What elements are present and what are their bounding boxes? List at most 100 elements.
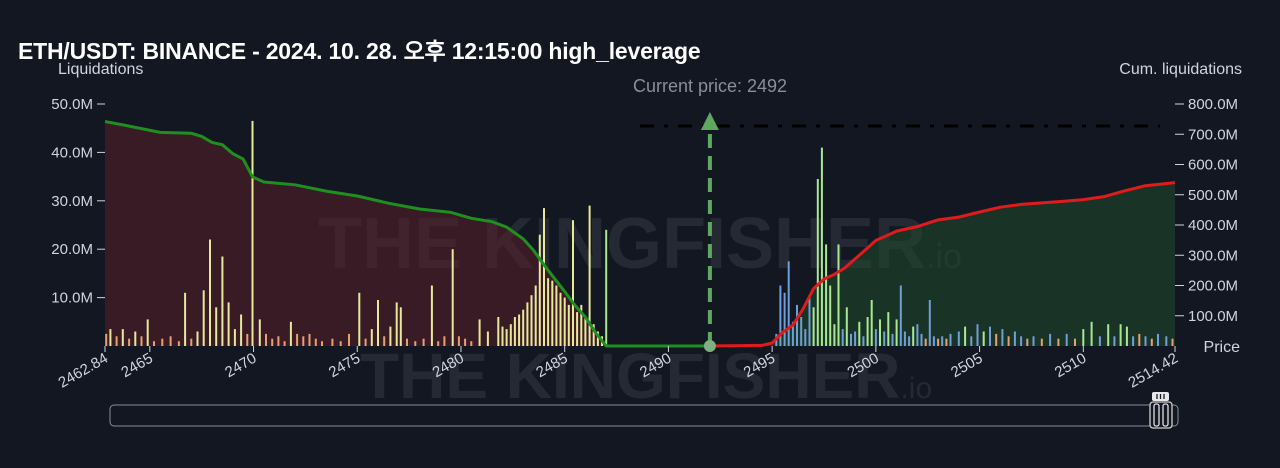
liquidation-bar bbox=[140, 336, 143, 346]
liquidation-bar bbox=[215, 307, 218, 346]
liquidation-bar bbox=[787, 261, 790, 346]
liquidation-bar bbox=[779, 285, 782, 346]
liquidation-bar bbox=[1165, 336, 1168, 346]
liquidation-bar bbox=[339, 341, 342, 346]
liquidation-bar bbox=[870, 300, 873, 346]
liquidation-bar bbox=[584, 317, 587, 346]
liquidation-bar bbox=[551, 280, 554, 346]
range-slider-handle[interactable] bbox=[1149, 401, 1173, 429]
x-tick-label: 2462.84 bbox=[56, 350, 111, 392]
liquidation-bar bbox=[538, 234, 541, 346]
liquidation-bar bbox=[804, 329, 807, 346]
liquidation-bar bbox=[547, 278, 550, 346]
liquidation-bar bbox=[1049, 333, 1052, 346]
liquidation-bar bbox=[800, 317, 803, 346]
liquidation-bar bbox=[497, 317, 500, 346]
liquidation-bar bbox=[240, 314, 243, 346]
liquidation-bar bbox=[364, 338, 367, 346]
liquidation-bar bbox=[908, 336, 911, 346]
liquidation-bar bbox=[1125, 326, 1128, 346]
y-left-tick-label: 40.0M bbox=[51, 144, 93, 161]
liquidation-bar bbox=[526, 302, 529, 346]
liquidation-bar bbox=[522, 309, 525, 346]
liquidation-bar bbox=[895, 319, 898, 346]
liquidation-bar bbox=[874, 329, 877, 346]
liquidation-bar bbox=[783, 292, 786, 346]
liquidation-bar bbox=[1007, 336, 1010, 346]
x-tick-label: 2510 bbox=[1052, 350, 1089, 381]
liquidation-bar bbox=[399, 307, 402, 346]
liquidation-bar bbox=[202, 290, 205, 346]
liquidation-bar bbox=[184, 292, 187, 346]
liquidation-bar bbox=[422, 338, 425, 346]
liquidation-bar bbox=[964, 326, 967, 346]
liquidation-bar bbox=[592, 324, 595, 346]
liquidation-bar bbox=[854, 331, 857, 346]
liquidation-bar bbox=[796, 304, 798, 346]
cum-short-line bbox=[709, 181, 1176, 348]
liquidation-bar bbox=[995, 333, 998, 346]
liquidation-bar bbox=[1098, 336, 1101, 346]
liquidation-bar bbox=[903, 331, 906, 346]
liquidation-bar bbox=[816, 179, 819, 346]
liquidation-bar bbox=[358, 292, 361, 346]
liquidation-bar bbox=[161, 338, 164, 346]
chart-title: ETH/USDT: BINANCE - 2024. 10. 28. 오후 12:… bbox=[18, 38, 701, 64]
liquidation-bar bbox=[1001, 329, 1004, 346]
liquidation-bar bbox=[812, 307, 815, 346]
liquidation-bar bbox=[825, 244, 828, 346]
liquidation-bar bbox=[1090, 321, 1093, 346]
liquidation-bar bbox=[1138, 333, 1141, 346]
liquidation-bar bbox=[486, 331, 489, 346]
bars-layer bbox=[105, 120, 1174, 347]
y-axis-left: 10.0M 20.0M 30.0M 40.0M 50.0M bbox=[51, 96, 105, 307]
liquidation-bar bbox=[1065, 333, 1068, 346]
liquidation-bar bbox=[377, 300, 379, 346]
liquidation-bar bbox=[196, 331, 199, 346]
liquidation-bar bbox=[1150, 338, 1153, 346]
liquidation-bar bbox=[389, 326, 392, 346]
liquidation-bar bbox=[1119, 324, 1122, 346]
y-left-tick-label: 50.0M bbox=[51, 96, 93, 113]
liquidation-bar bbox=[1132, 336, 1135, 346]
liquidation-bar bbox=[153, 341, 155, 346]
liquidation-bar bbox=[478, 319, 481, 346]
range-slider[interactable] bbox=[109, 404, 1179, 427]
y-right-tick-label: 600.0M bbox=[1188, 157, 1238, 174]
current-price-marker bbox=[700, 112, 719, 352]
liquidation-bar bbox=[233, 329, 236, 346]
liquidation-bar bbox=[572, 220, 574, 346]
liquidation-bar bbox=[883, 331, 886, 346]
liquidation-bar bbox=[1107, 324, 1110, 346]
liquidation-bar bbox=[314, 338, 317, 346]
liquidation-bar bbox=[246, 333, 249, 346]
liquidation-bar bbox=[932, 336, 935, 346]
liquidation-bar bbox=[518, 314, 521, 346]
current-price-dot bbox=[703, 340, 716, 352]
liquidation-bar bbox=[370, 329, 373, 346]
liquidation-bar bbox=[331, 338, 334, 346]
current-price-label: Current price: 2492 bbox=[633, 76, 787, 96]
liquidation-bar bbox=[970, 336, 973, 346]
liquidation-bar bbox=[949, 333, 952, 346]
liquidation-bar bbox=[1082, 329, 1085, 346]
liquidation-bar bbox=[976, 324, 979, 346]
liquidation-bar bbox=[928, 300, 931, 346]
liquidation-bar bbox=[555, 285, 558, 346]
y-right-tick-label: 800.0M bbox=[1188, 96, 1238, 113]
liquidation-bar bbox=[808, 295, 811, 346]
liquidation-bar bbox=[912, 326, 915, 346]
liquidation-bar bbox=[1074, 338, 1076, 346]
liquidation-bar bbox=[837, 244, 840, 346]
liquidation-bar bbox=[302, 336, 305, 346]
y-right-tick-label: 400.0M bbox=[1188, 217, 1238, 234]
liquidation-bar bbox=[1032, 336, 1035, 346]
liquidation-bar bbox=[265, 333, 267, 346]
liquidation-bar bbox=[567, 304, 570, 346]
liquidation-bar bbox=[605, 229, 608, 346]
liquidation-bar bbox=[105, 333, 108, 346]
liquidation-bar bbox=[464, 338, 467, 346]
x-tick-label: 2465 bbox=[118, 350, 155, 381]
liquidation-bar bbox=[989, 326, 991, 346]
